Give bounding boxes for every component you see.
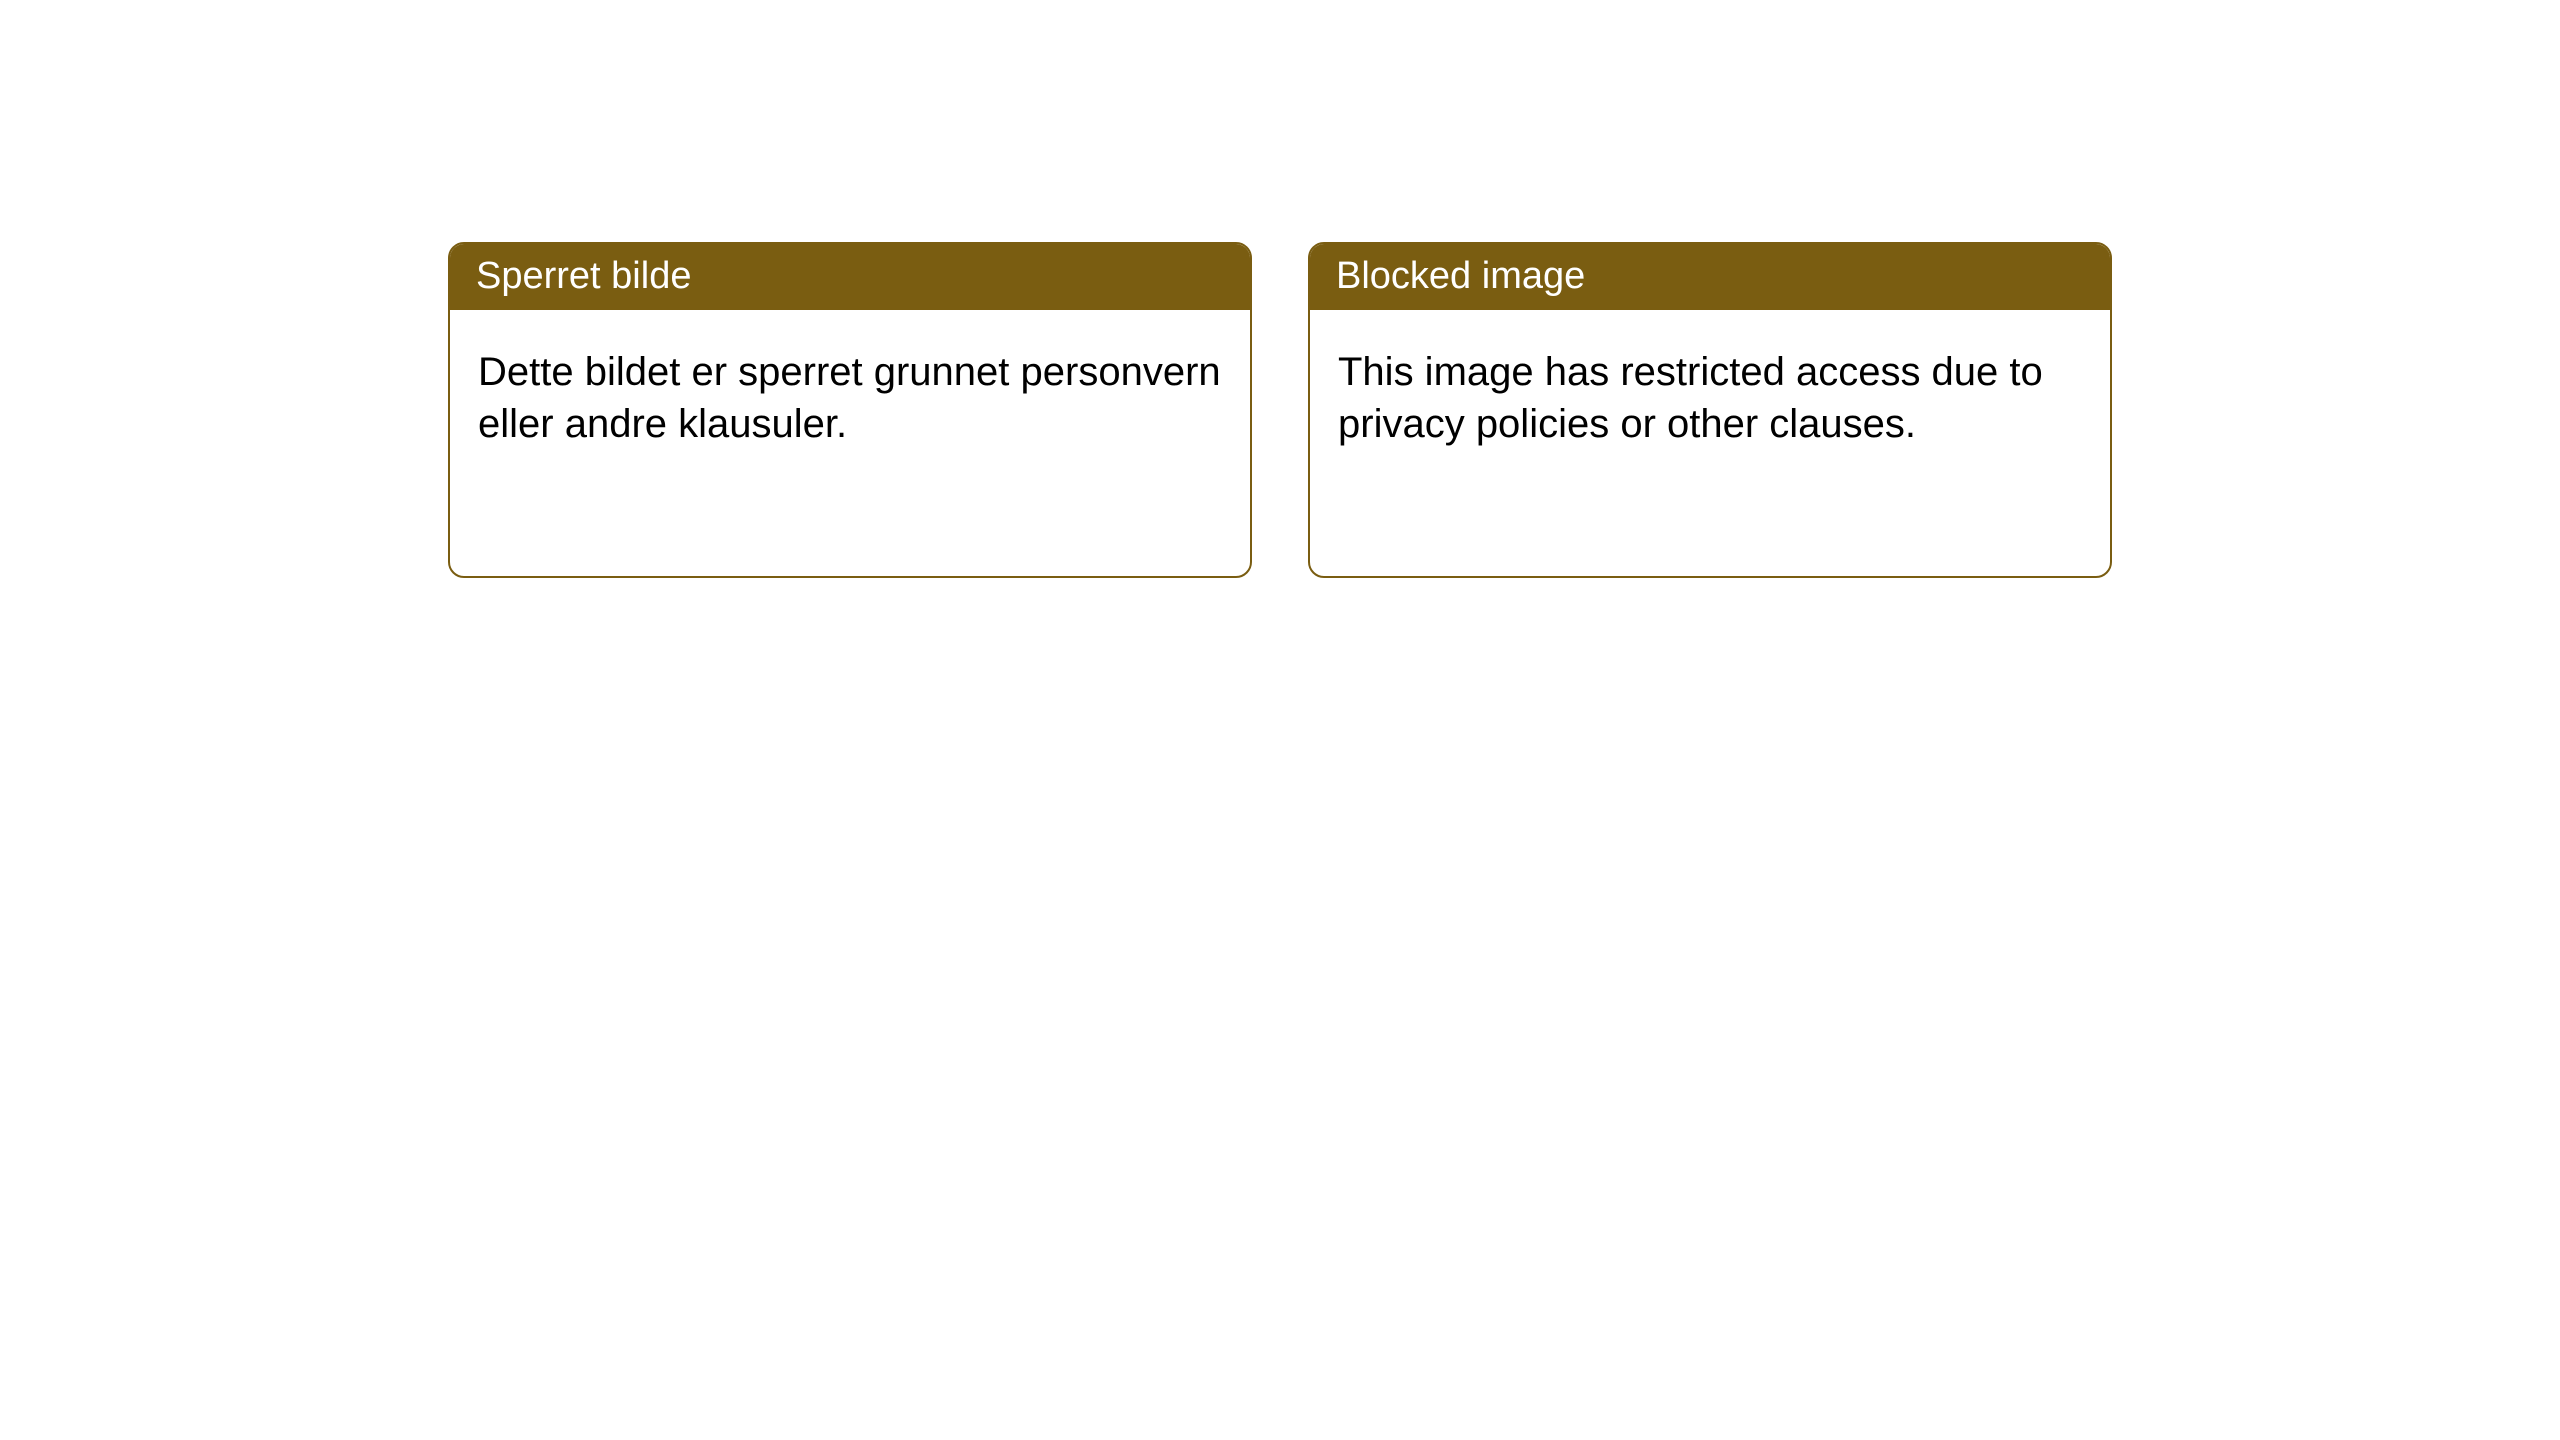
notice-message: This image has restricted access due to …: [1338, 350, 2043, 446]
notice-title: Sperret bilde: [476, 255, 691, 297]
notice-card-english: Blocked image This image has restricted …: [1308, 242, 2112, 578]
notice-card-norwegian: Sperret bilde Dette bildet er sperret gr…: [448, 242, 1252, 578]
notice-body: This image has restricted access due to …: [1310, 310, 2110, 486]
notice-title: Blocked image: [1336, 255, 1585, 297]
notice-body: Dette bildet er sperret grunnet personve…: [450, 310, 1250, 486]
notice-message: Dette bildet er sperret grunnet personve…: [478, 350, 1221, 446]
notice-header: Sperret bilde: [450, 244, 1250, 310]
notice-header: Blocked image: [1310, 244, 2110, 310]
notices-container: Sperret bilde Dette bildet er sperret gr…: [448, 242, 2560, 578]
